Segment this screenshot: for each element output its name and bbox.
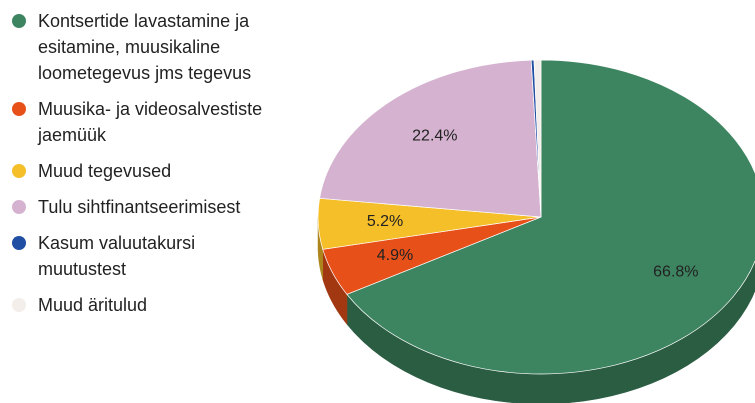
- data-label: 66.8%: [653, 264, 698, 281]
- legend-item: Kontsertide lavastamine ja esitamine, mu…: [10, 8, 300, 86]
- slice: [533, 59, 542, 218]
- legend-label: Muusika- ja videosalvestiste jaemüük: [38, 99, 263, 145]
- legend-item: Kasum valuutakursi muutustest: [10, 230, 300, 282]
- legend-label: Kasum valuutakursi muutustest: [38, 233, 196, 279]
- legend-swatch: [12, 200, 26, 214]
- legend: Kontsertide lavastamine ja esitamine, mu…: [10, 8, 300, 318]
- data-label: 4.9%: [377, 247, 413, 264]
- slice: [346, 59, 755, 375]
- legend-swatch: [12, 164, 26, 178]
- legend-label: Muud tegevused: [38, 161, 172, 181]
- legend-item: Muud tegevused: [10, 158, 300, 184]
- legend-swatch: [12, 14, 26, 28]
- legend-item: Muud äritulud: [10, 292, 300, 318]
- slice: [319, 59, 542, 218]
- legend-label: Tulu sihtfinantseerimisest: [38, 197, 241, 217]
- data-label: 22.4%: [412, 128, 457, 145]
- legend-swatch: [12, 298, 26, 312]
- legend-item: Tulu sihtfinantseerimisest: [10, 194, 300, 220]
- data-label: 5.2%: [367, 213, 403, 230]
- legend-label: Muud äritulud: [38, 295, 148, 315]
- legend-swatch: [12, 236, 26, 250]
- legend-label: Kontsertide lavastamine ja esitamine, mu…: [38, 11, 252, 83]
- legend-swatch: [12, 102, 26, 116]
- legend-item: Muusika- ja videosalvestiste jaemüük: [10, 96, 300, 148]
